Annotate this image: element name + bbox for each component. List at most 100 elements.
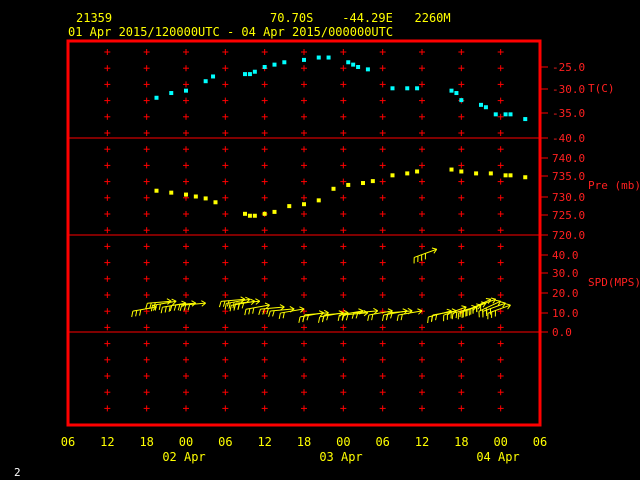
x-tick-label: 06 <box>375 435 389 449</box>
wind-barb-staff <box>221 298 246 302</box>
wind-barb-head <box>255 298 260 302</box>
wind-barb-feather <box>222 300 226 307</box>
wind-barb-head <box>279 304 285 308</box>
wind-barb-feather <box>187 304 191 311</box>
plus-grid <box>104 49 504 412</box>
temperature-point <box>154 95 159 100</box>
wind-barb-feather <box>183 304 187 311</box>
wind-barb-head <box>418 310 423 315</box>
x-tick-label: 18 <box>297 435 311 449</box>
wind-barb-head <box>338 310 344 314</box>
pressure-point <box>488 171 493 176</box>
y-tick-label: 0.0 <box>552 326 572 339</box>
x-tick-label: 06 <box>61 435 75 449</box>
pressure-point <box>474 171 479 176</box>
wind-barb-feather <box>173 304 177 311</box>
wind-barb-feather <box>396 314 399 321</box>
pressure-point <box>213 200 218 205</box>
wind-barb-feather <box>345 314 349 321</box>
wind-barb-feather <box>233 303 237 310</box>
wind-barb-head <box>201 302 206 307</box>
temperature-point <box>316 55 321 60</box>
pressure-point <box>316 198 321 203</box>
pressure-point <box>459 169 464 174</box>
wind-barb-feather <box>371 314 374 321</box>
pressure-point <box>503 173 508 178</box>
wind-barb-head <box>490 297 496 300</box>
wind-barb-head <box>323 309 329 314</box>
wind-barb-head <box>289 306 295 310</box>
temperature-point <box>184 88 188 93</box>
wind-barb-feather <box>131 311 134 318</box>
wind-barb <box>233 298 261 310</box>
pressure-point <box>262 211 267 216</box>
wind-barb-feather <box>168 305 171 312</box>
wind-barb-staff <box>398 310 423 316</box>
wind-barb <box>413 247 438 264</box>
pressure-point <box>184 192 188 197</box>
wind-barb-feather <box>164 306 167 313</box>
wind-barb-feather <box>351 312 355 319</box>
wind-barb-feather <box>135 310 138 317</box>
wind-barb-feather <box>390 312 393 319</box>
temperature-point <box>415 86 420 91</box>
temperature-point <box>459 98 464 103</box>
x-day-label: 02 Apr <box>162 450 205 464</box>
pressure-series <box>154 167 528 218</box>
station-location: 70.70S -44.29E 2260M <box>270 11 451 25</box>
pressure-point <box>508 173 513 178</box>
y-tick-label: 740.0 <box>552 152 585 165</box>
pressure-point <box>243 211 247 216</box>
wind-barb-feather <box>278 312 281 320</box>
temperature-point <box>483 105 488 110</box>
pressure-point <box>272 209 277 214</box>
wind-barb-feather <box>322 314 325 321</box>
x-tick-label: 00 <box>493 435 507 449</box>
wind-barb-feather <box>177 304 181 311</box>
wind-barb-feather <box>381 314 385 321</box>
temperature-point <box>405 86 410 91</box>
x-tick-label: 18 <box>139 435 153 449</box>
wind-barb-feather <box>154 304 157 311</box>
pressure-point <box>203 196 208 201</box>
x-tick-label: 00 <box>179 435 193 449</box>
wind-barb <box>487 303 511 320</box>
wind-barb-feather <box>272 310 275 317</box>
wind-barb-head <box>505 303 511 306</box>
y-axis-labels: -25.0 -30.0 -35.0 -40.0 T(C) 740.0 735.0 730.0 7… <box>540 61 640 339</box>
wind-barb-head <box>300 308 305 313</box>
pressure-point <box>415 169 420 174</box>
y-tick-label: -35.0 <box>552 107 585 120</box>
wind-barb <box>472 297 497 314</box>
wind-barb-head <box>502 302 506 308</box>
wind-barb-head <box>507 304 511 310</box>
wind-barb-feather <box>337 314 340 321</box>
wind-barb-feather <box>169 305 173 312</box>
wind-barbs-series <box>131 247 511 324</box>
temperature-point <box>365 67 370 72</box>
wind-barb-head <box>299 306 305 310</box>
temperature-point <box>390 86 395 91</box>
wind-barb-head <box>461 305 467 308</box>
wind-barb-head <box>407 307 413 312</box>
wind-barb-staff <box>339 310 364 316</box>
temperature-series <box>154 55 528 122</box>
wind-barb-feather <box>224 303 227 310</box>
temperature-point <box>493 112 498 117</box>
temperature-point <box>351 62 356 67</box>
wind-barb <box>150 298 177 312</box>
temperature-point <box>282 60 287 65</box>
wind-barb-head <box>500 301 506 304</box>
temperature-point <box>211 74 216 79</box>
wind-barb-head <box>171 298 177 302</box>
wind-barb-feather <box>252 307 255 314</box>
wind-barb-feather <box>318 316 321 323</box>
y-tick-label: 720.0 <box>552 229 585 242</box>
wind-barb-feather <box>262 308 265 315</box>
wind-barb-feather <box>268 310 271 317</box>
wind-barb-head <box>245 296 251 300</box>
pressure-point <box>169 190 174 195</box>
temperature-point <box>247 72 252 77</box>
wind-barb <box>244 302 270 316</box>
